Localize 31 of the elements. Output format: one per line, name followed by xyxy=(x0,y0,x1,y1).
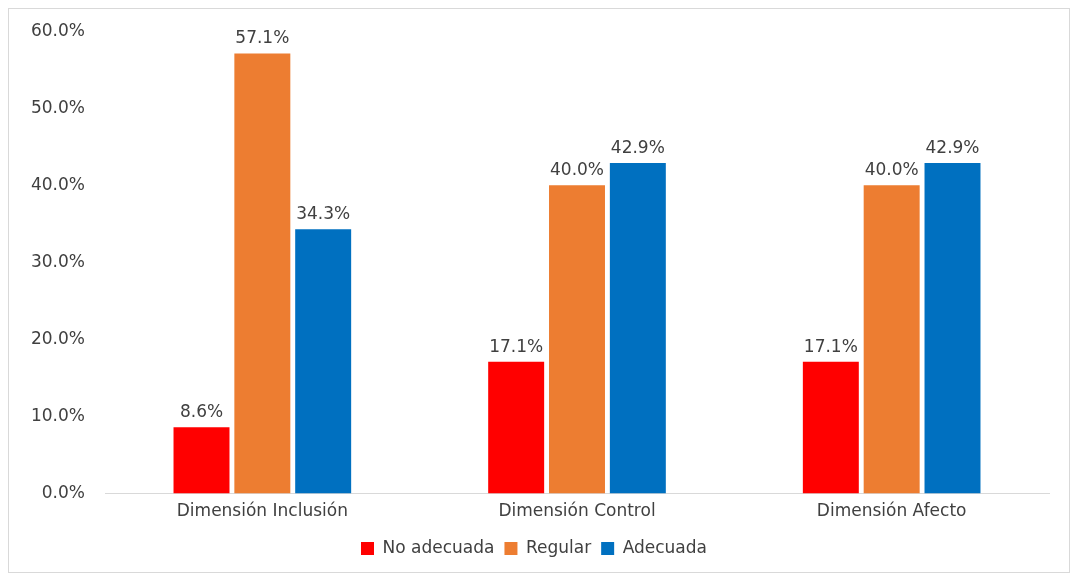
bar xyxy=(609,162,666,494)
legend-label: Adecuada xyxy=(622,536,707,557)
data-label: 17.1% xyxy=(803,335,858,356)
bar xyxy=(802,361,859,494)
x-tick-label: Dimensión Control xyxy=(498,500,656,521)
y-tick-label: 60.0% xyxy=(30,19,85,40)
data-label: 34.3% xyxy=(296,203,351,224)
data-label: 17.1% xyxy=(489,335,544,356)
bar xyxy=(295,229,352,494)
data-label: 42.9% xyxy=(610,136,665,157)
y-tick-label: 20.0% xyxy=(30,327,85,348)
x-tick-label: Dimensión Inclusión xyxy=(176,500,348,521)
data-label: 8.6% xyxy=(179,401,224,422)
legend-label: No adecuada xyxy=(382,536,495,557)
bar xyxy=(924,162,981,494)
bar xyxy=(863,185,920,494)
bar xyxy=(549,185,605,494)
bar xyxy=(173,427,230,494)
y-tick-label: 30.0% xyxy=(30,250,85,271)
y-tick-label: 10.0% xyxy=(30,404,85,425)
legend-label: Regular xyxy=(525,536,592,557)
y-tick-label: 50.0% xyxy=(30,96,85,117)
bar xyxy=(488,361,545,494)
data-label: 40.0% xyxy=(864,159,919,180)
y-tick-label: 40.0% xyxy=(30,173,85,194)
data-label: 40.0% xyxy=(549,159,605,180)
bar xyxy=(234,53,291,494)
y-tick-label: 0.0% xyxy=(41,482,85,503)
data-label: 57.1% xyxy=(235,27,290,48)
data-label: 42.9% xyxy=(925,136,980,157)
x-tick-label: Dimensión Afecto xyxy=(816,500,967,521)
